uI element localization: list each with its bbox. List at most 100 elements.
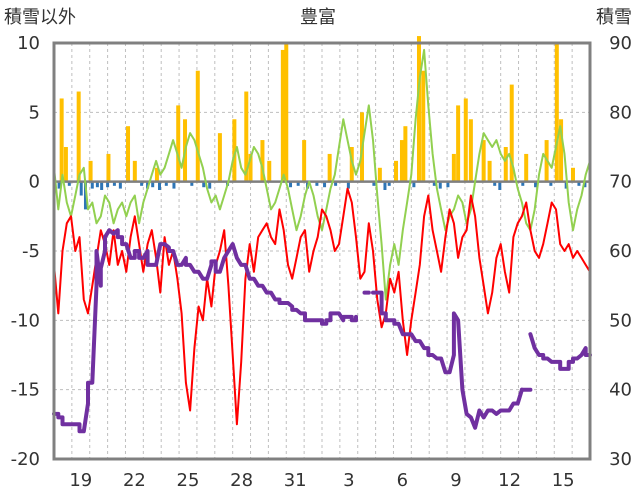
left-tick-label: -15: [11, 380, 40, 401]
x-tick-label: 9: [450, 470, 461, 491]
negative-bar: [106, 181, 110, 188]
negative-bar: [140, 181, 144, 186]
precip-bar: [267, 160, 272, 182]
x-axis-tick-labels: 19 22 25 28 31 3 6 9 12 15: [69, 470, 574, 491]
left-tick-label: -10: [11, 310, 40, 331]
left-axis-tick-labels: 10 5 0 -5 -10 -15 -20: [11, 33, 40, 470]
precip-bar: [468, 119, 473, 182]
right-tick-label: 80: [609, 102, 632, 123]
precipitation-bars: [57, 36, 587, 210]
negative-bar: [346, 181, 350, 189]
negative-bar: [334, 181, 338, 186]
plot-frame: [52, 41, 592, 461]
negative-bar: [296, 181, 300, 186]
right-axis-tick-labels: 90 80 70 60 50 40 30: [609, 33, 632, 470]
x-tick-label: 12: [498, 470, 521, 491]
negative-bar: [202, 181, 206, 188]
left-axis-label: 積雪以外: [4, 7, 76, 28]
negative-bar: [315, 181, 319, 186]
negative-bar: [151, 181, 155, 188]
x-tick-label: 28: [230, 470, 253, 491]
negative-bar: [164, 181, 168, 186]
x-tick-label: 15: [552, 470, 575, 491]
negative-bar: [157, 181, 161, 190]
precip-bar: [132, 160, 137, 182]
purple-series-line: [371, 290, 524, 430]
negative-bar: [83, 181, 87, 210]
precip-bar: [463, 98, 468, 182]
precip-bar: [503, 147, 508, 182]
x-tick-label: 19: [69, 470, 92, 491]
precip-bar: [280, 49, 285, 182]
negative-bar: [446, 181, 450, 188]
left-tick-label: -5: [22, 241, 40, 262]
precip-bar: [154, 167, 159, 182]
precip-bar: [481, 140, 486, 182]
negative-bar: [57, 181, 61, 189]
precip-bar: [349, 147, 354, 182]
negative-bar: [534, 181, 538, 188]
negative-bar: [383, 181, 387, 190]
negative-bar: [118, 181, 122, 189]
negative-bar: [438, 181, 442, 189]
left-tick-label: 0: [29, 172, 40, 193]
purple-series-line: [528, 332, 592, 371]
red-series-line: [53, 187, 591, 426]
purple-series-line: [52, 228, 358, 434]
left-tick-label: 5: [29, 102, 40, 123]
precip-bar: [403, 126, 408, 182]
negative-bar: [100, 181, 104, 190]
left-tick-label: -20: [11, 449, 40, 470]
negative-bar: [493, 181, 497, 186]
right-tick-label: 50: [609, 310, 632, 331]
precip-bar: [302, 140, 307, 182]
precip-bar: [554, 43, 559, 182]
precip-bar: [217, 133, 222, 182]
x-tick-label: 3: [343, 470, 354, 491]
precip-bar: [260, 140, 265, 182]
precip-bar: [248, 153, 253, 182]
negative-bar: [95, 181, 99, 188]
negative-bar: [577, 181, 581, 186]
negative-bar: [79, 181, 83, 196]
negative-bar: [146, 181, 150, 189]
right-axis-label: 積雪: [596, 7, 632, 28]
right-tick-label: 40: [609, 380, 632, 401]
right-tick-label: 30: [609, 449, 632, 470]
precip-bar: [570, 167, 575, 182]
precip-bar: [394, 160, 399, 182]
precip-bar: [509, 84, 514, 182]
precip-bar: [559, 119, 564, 182]
green-series-line: [53, 48, 591, 301]
precip-bar: [377, 167, 382, 182]
negative-bar: [372, 181, 376, 186]
negative-bar: [289, 181, 293, 188]
negative-bar: [412, 181, 416, 188]
precip-bar: [195, 70, 200, 182]
negative-bar: [583, 181, 587, 188]
precip-bar: [524, 153, 529, 182]
precip-bar: [487, 160, 492, 182]
precip-bar: [88, 160, 93, 182]
precip-bar: [106, 153, 111, 182]
series-lines: [52, 48, 592, 434]
x-tick-label: 22: [123, 470, 146, 491]
negative-bar: [323, 181, 327, 188]
precip-bar: [176, 105, 181, 182]
negative-bar: [498, 181, 502, 190]
precip-bar: [76, 91, 81, 182]
precip-bar: [126, 126, 131, 182]
chart-title: 豊富: [300, 7, 336, 28]
left-tick-label: 10: [17, 33, 40, 54]
precip-bar: [421, 70, 426, 182]
negative-bar: [564, 181, 568, 189]
precip-bar: [244, 91, 249, 182]
x-tick-label: 31: [284, 470, 307, 491]
negative-bar: [432, 181, 436, 186]
precip-bar: [416, 36, 421, 182]
negative-bar: [112, 181, 116, 186]
x-tick-label: 25: [177, 470, 200, 491]
precip-bar: [284, 43, 289, 182]
negative-bar: [549, 181, 553, 186]
